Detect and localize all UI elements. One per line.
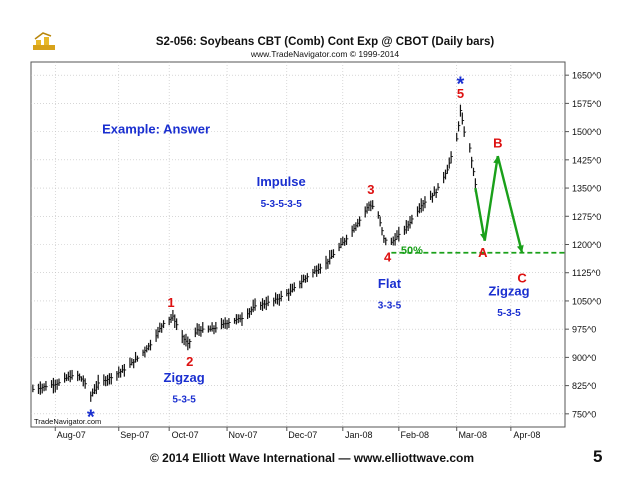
pattern-label: Zigzag — [164, 370, 205, 385]
x-tick-label: Oct-07 — [172, 430, 199, 440]
pattern-label: Flat — [378, 276, 402, 291]
footer: © 2014 Elliott Wave International — www.… — [0, 446, 638, 474]
pattern-label: 5-3-5-3-5 — [261, 199, 303, 210]
x-tick-label: Aug-07 — [57, 430, 86, 440]
x-tick-label: Mar-08 — [458, 430, 487, 440]
wave-annotation: 3 — [367, 182, 374, 197]
wave-annotation: 5 — [457, 86, 464, 101]
x-tick-label: Feb-08 — [401, 430, 430, 440]
y-tick-label: 1500^0 — [572, 127, 601, 137]
y-tick-label: 825^0 — [572, 381, 596, 391]
chart: S2-056: Soybeans CBT (Comb) Cont Exp @ C… — [30, 32, 602, 440]
y-tick-label: 1350^0 — [572, 184, 601, 194]
x-tick-label: Dec-07 — [288, 430, 317, 440]
grid — [31, 62, 565, 427]
x-axis: Aug-07 Sep-07 Oct-07 Nov-07 Dec-07 Jan-08 Feb-… — [54, 427, 540, 440]
footer-text: © 2014 Elliott Wave International — www.… — [150, 451, 475, 465]
y-tick-label: 750^0 — [572, 409, 596, 419]
wave-annotation: A — [478, 245, 488, 260]
wave-annotation: B — [493, 136, 502, 151]
projection-segment — [496, 155, 524, 254]
wave-annotation: * — [87, 407, 95, 429]
y-axis: 750^0 825^0 900^0 975^0 1050^0 1125^0 1200^0 12… — [565, 71, 601, 419]
x-tick-label: Jan-08 — [345, 430, 373, 440]
y-tick-label: 1575^0 — [572, 99, 601, 109]
wave-annotation: * — [457, 74, 465, 96]
pattern-label: 5-3-5 — [497, 308, 521, 319]
chart-title: S2-056: Soybeans CBT (Comb) Cont Exp @ C… — [156, 36, 495, 48]
y-tick-label: 1275^0 — [572, 212, 601, 222]
projection-segment — [474, 187, 486, 241]
y-tick-label: 1200^0 — [572, 240, 601, 250]
watermark: TradeNavigator.com — [34, 417, 101, 426]
wave-annotation: 4 — [384, 250, 392, 265]
page-number: 5 — [593, 447, 603, 466]
y-tick-label: 1125^0 — [572, 268, 601, 278]
x-tick-label: Nov-07 — [229, 430, 258, 440]
pattern-label: 3-3-5 — [378, 300, 402, 311]
y-tick-label: 900^0 — [572, 353, 596, 363]
wave-annotation: C — [517, 270, 527, 285]
price-bars — [32, 104, 478, 402]
y-tick-label: 1050^0 — [572, 296, 601, 306]
x-tick-label: Apr-08 — [513, 430, 540, 440]
pattern-label: Impulse — [257, 174, 306, 189]
wave-annotation: 50% — [401, 245, 423, 257]
wave-annotation: 2 — [186, 354, 193, 369]
y-tick-label: 1650^0 — [572, 71, 601, 81]
x-tick-label: Sep-07 — [120, 430, 149, 440]
pattern-label: Example: Answer — [102, 121, 210, 136]
pattern-label: Zigzag — [488, 283, 529, 298]
pattern-label: 5-3-5 — [172, 395, 196, 406]
logo-icon — [33, 32, 55, 50]
chart-subtitle: www.TradeNavigator.com © 1999-2014 — [250, 49, 399, 59]
y-tick-label: 1425^0 — [572, 155, 601, 165]
wave-annotation: 1 — [167, 295, 174, 310]
projection-arrowhead — [516, 244, 524, 253]
y-tick-label: 975^0 — [572, 325, 596, 335]
projection-segment — [483, 155, 499, 241]
